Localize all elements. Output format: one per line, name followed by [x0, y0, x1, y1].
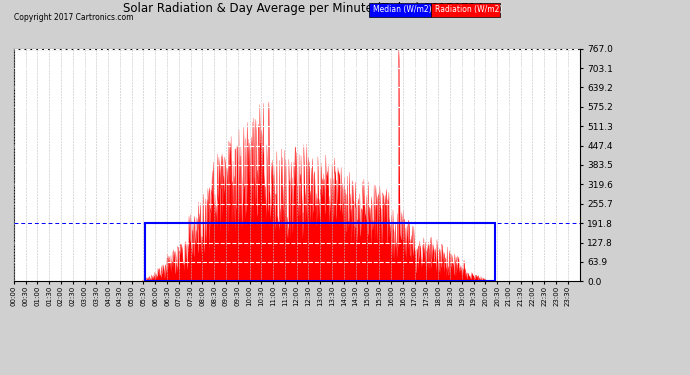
Text: Copyright 2017 Cartronics.com: Copyright 2017 Cartronics.com — [14, 13, 133, 22]
Bar — [146, 223, 495, 281]
Text: Median (W/m2): Median (W/m2) — [373, 5, 431, 14]
Text: Radiation (W/m2): Radiation (W/m2) — [435, 5, 502, 14]
Text: Solar Radiation & Day Average per Minute (Today) 20170714: Solar Radiation & Day Average per Minute… — [124, 2, 484, 15]
